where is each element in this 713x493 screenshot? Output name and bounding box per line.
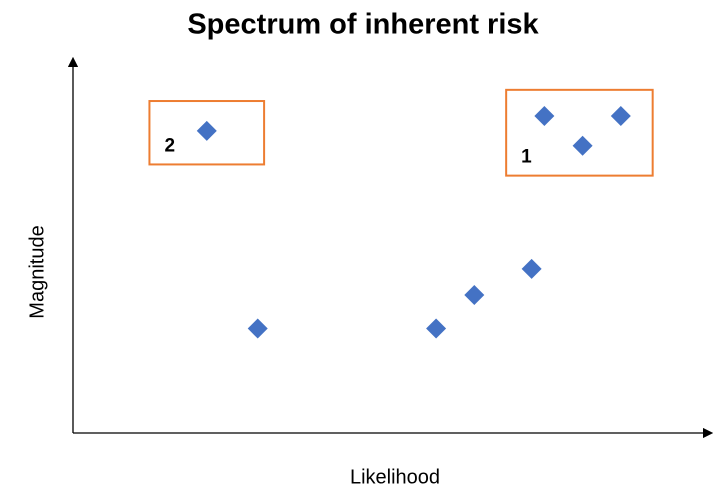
group-label: 2 bbox=[164, 135, 175, 156]
chart-title: Spectrum of inherent risk bbox=[187, 9, 539, 41]
point bbox=[426, 318, 447, 339]
point bbox=[247, 318, 268, 339]
x-axis-label: Likelihood bbox=[350, 466, 440, 488]
point bbox=[521, 258, 542, 279]
point bbox=[464, 284, 485, 305]
point bbox=[196, 120, 217, 141]
point bbox=[610, 105, 631, 126]
group-box bbox=[148, 100, 266, 166]
group-box bbox=[505, 88, 654, 177]
point bbox=[534, 105, 555, 126]
point bbox=[572, 135, 593, 156]
group-label: 1 bbox=[521, 147, 532, 168]
y-axis-label: Magnitude bbox=[26, 225, 48, 318]
